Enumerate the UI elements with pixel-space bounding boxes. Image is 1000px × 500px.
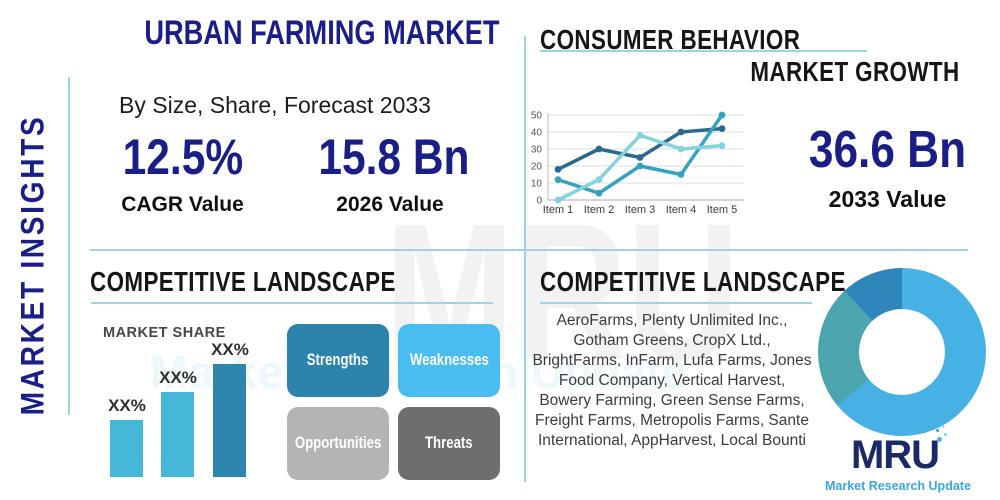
horizontal-divider xyxy=(90,249,968,251)
label-2026: 2026 Value xyxy=(336,193,444,216)
page-title: URBAN FARMING MARKET xyxy=(144,14,500,52)
svg-text:0: 0 xyxy=(536,196,542,207)
market-share-bar xyxy=(110,420,143,477)
svg-text:Item 5: Item 5 xyxy=(707,204,738,216)
swot-label-opportunities: Opportunities xyxy=(294,434,382,452)
brand-logo-text: MRU xyxy=(850,433,940,477)
svg-text:40: 40 xyxy=(531,128,543,139)
svg-text:10: 10 xyxy=(531,179,543,190)
consumer-behavior-underline xyxy=(540,50,867,52)
section-title-competitive-left: COMPETITIVE LANDSCAPE xyxy=(90,266,396,297)
competitive-right-underline xyxy=(540,302,812,304)
swot-box-strengths: Strengths xyxy=(287,324,389,397)
swot-box-opportunities: Opportunities xyxy=(287,407,389,480)
swot-label-strengths: Strengths xyxy=(307,351,369,369)
section-title-market-growth: MARKET GROWTH xyxy=(750,56,960,87)
sidebar-vertical-title: MARKET INSIGHTS xyxy=(14,114,51,416)
market-share-title: MARKET SHARE xyxy=(103,325,226,341)
market-share-bar xyxy=(213,364,246,477)
bar-label-2: XX% xyxy=(159,368,197,387)
droplet-icon xyxy=(937,437,942,442)
company-list: AeroFarms, Plenty Unlimited Inc., Gotham… xyxy=(532,312,812,449)
market-share-bar xyxy=(161,392,194,477)
sidebar-divider xyxy=(68,77,70,415)
swot-label-weaknesses: Weaknesses xyxy=(409,351,489,369)
bar-label-1: XX% xyxy=(108,396,146,415)
cagr-value: 12.5% xyxy=(122,129,243,185)
brand-tagline: Market Research Update xyxy=(825,479,971,493)
page-subtitle: By Size, Share, Forecast 2033 xyxy=(119,92,431,118)
section-title-competitive-right: COMPETITIVE LANDSCAPE xyxy=(540,266,846,297)
label-2033: 2033 Value xyxy=(828,186,947,212)
swot-box-threats: Threats xyxy=(398,407,500,480)
section-title-consumer-behavior: CONSUMER BEHAVIOR xyxy=(540,24,801,55)
svg-text:Item 2: Item 2 xyxy=(584,204,615,216)
cagr-label: CAGR Value xyxy=(121,193,244,216)
svg-text:Item 1: Item 1 xyxy=(543,204,574,216)
swot-box-weaknesses: Weaknesses xyxy=(398,324,500,397)
swot-label-threats: Threats xyxy=(425,434,473,452)
bar-label-3: XX% xyxy=(211,340,249,359)
value-2033: 36.6 Bn xyxy=(808,121,967,179)
svg-text:Item 4: Item 4 xyxy=(666,204,697,216)
donut-chart xyxy=(818,268,986,436)
value-2026: 15.8 Bn xyxy=(318,129,470,185)
donut-hole xyxy=(859,309,945,395)
competitive-left-underline xyxy=(91,302,493,304)
svg-text:Item 3: Item 3 xyxy=(625,204,656,216)
consumer-behavior-line-chart: 0 10 20 30 40 50 Item 1 Item 2 Item 3 Item 4 Item … xyxy=(531,111,744,216)
svg-text:50: 50 xyxy=(531,111,543,122)
svg-text:30: 30 xyxy=(531,145,543,156)
svg-text:20: 20 xyxy=(531,162,543,173)
vertical-divider xyxy=(524,36,526,482)
brand-logo: MRU xyxy=(830,435,960,475)
